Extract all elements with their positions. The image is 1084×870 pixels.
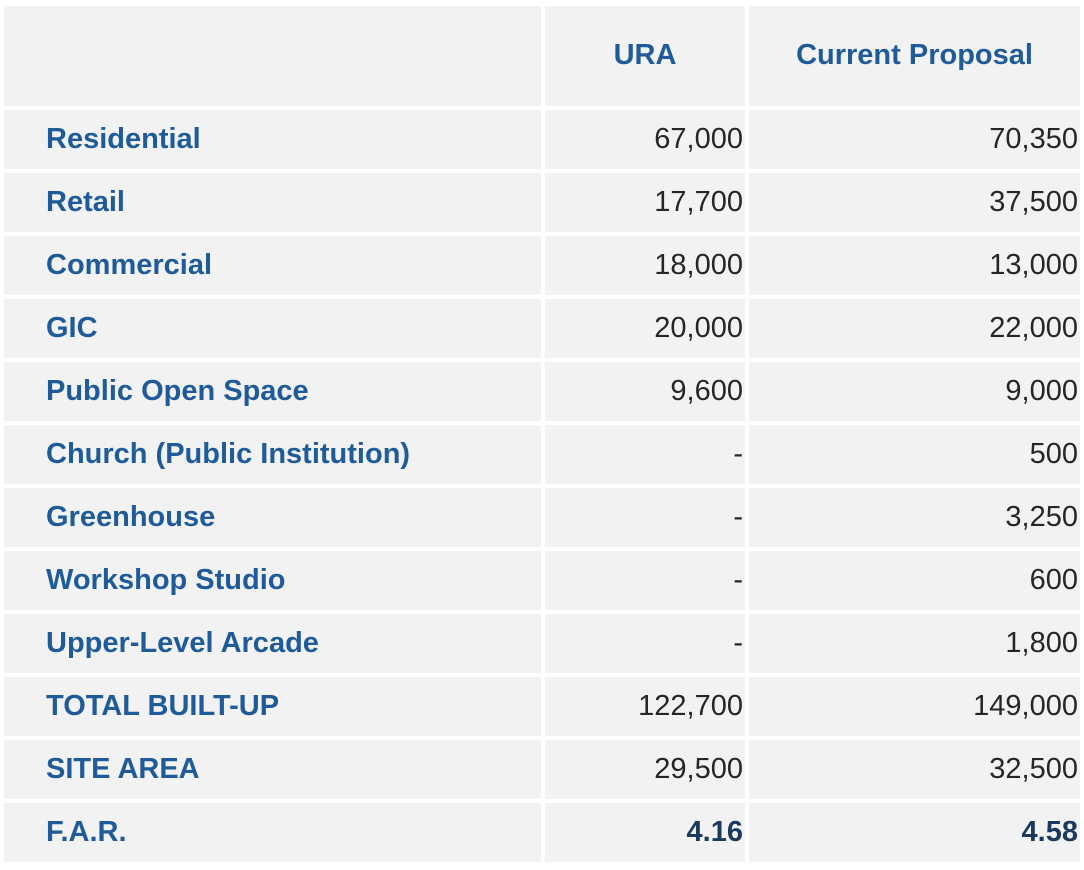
row-label-total-built-up: TOTAL BUILT-UP [4,677,541,736]
row-label-far: F.A.R. [4,803,541,862]
row-label-site-area: SITE AREA [4,740,541,799]
header-empty-cell [4,6,541,106]
ura-value-retail: 17,700 [545,173,745,232]
proposal-value-site-area: 32,500 [749,740,1080,799]
area-comparison-table: URA Current Proposal Residential 67,000 … [4,6,1080,862]
ura-value-church: - [545,425,745,484]
proposal-value-gic: 22,000 [749,299,1080,358]
header-current-proposal: Current Proposal [749,6,1080,106]
ura-value-site-area: 29,500 [545,740,745,799]
row-label-workshop-studio: Workshop Studio [4,551,541,610]
proposal-value-commercial: 13,000 [749,236,1080,295]
ura-value-far: 4.16 [545,803,745,862]
row-label-retail: Retail [4,173,541,232]
proposal-value-workshop-studio: 600 [749,551,1080,610]
header-ura: URA [545,6,745,106]
proposal-value-retail: 37,500 [749,173,1080,232]
row-label-church: Church (Public Institution) [4,425,541,484]
ura-value-workshop-studio: - [545,551,745,610]
proposal-value-far: 4.58 [749,803,1080,862]
proposal-value-total-built-up: 149,000 [749,677,1080,736]
ura-value-gic: 20,000 [545,299,745,358]
proposal-value-greenhouse: 3,250 [749,488,1080,547]
ura-value-total-built-up: 122,700 [545,677,745,736]
proposal-value-public-open-space: 9,000 [749,362,1080,421]
ura-value-greenhouse: - [545,488,745,547]
row-label-commercial: Commercial [4,236,541,295]
proposal-value-upper-level-arcade: 1,800 [749,614,1080,673]
ura-value-residential: 67,000 [545,110,745,169]
row-label-residential: Residential [4,110,541,169]
ura-value-commercial: 18,000 [545,236,745,295]
row-label-gic: GIC [4,299,541,358]
row-label-upper-level-arcade: Upper-Level Arcade [4,614,541,673]
row-label-public-open-space: Public Open Space [4,362,541,421]
ura-value-public-open-space: 9,600 [545,362,745,421]
proposal-value-residential: 70,350 [749,110,1080,169]
ura-value-upper-level-arcade: - [545,614,745,673]
row-label-greenhouse: Greenhouse [4,488,541,547]
proposal-value-church: 500 [749,425,1080,484]
